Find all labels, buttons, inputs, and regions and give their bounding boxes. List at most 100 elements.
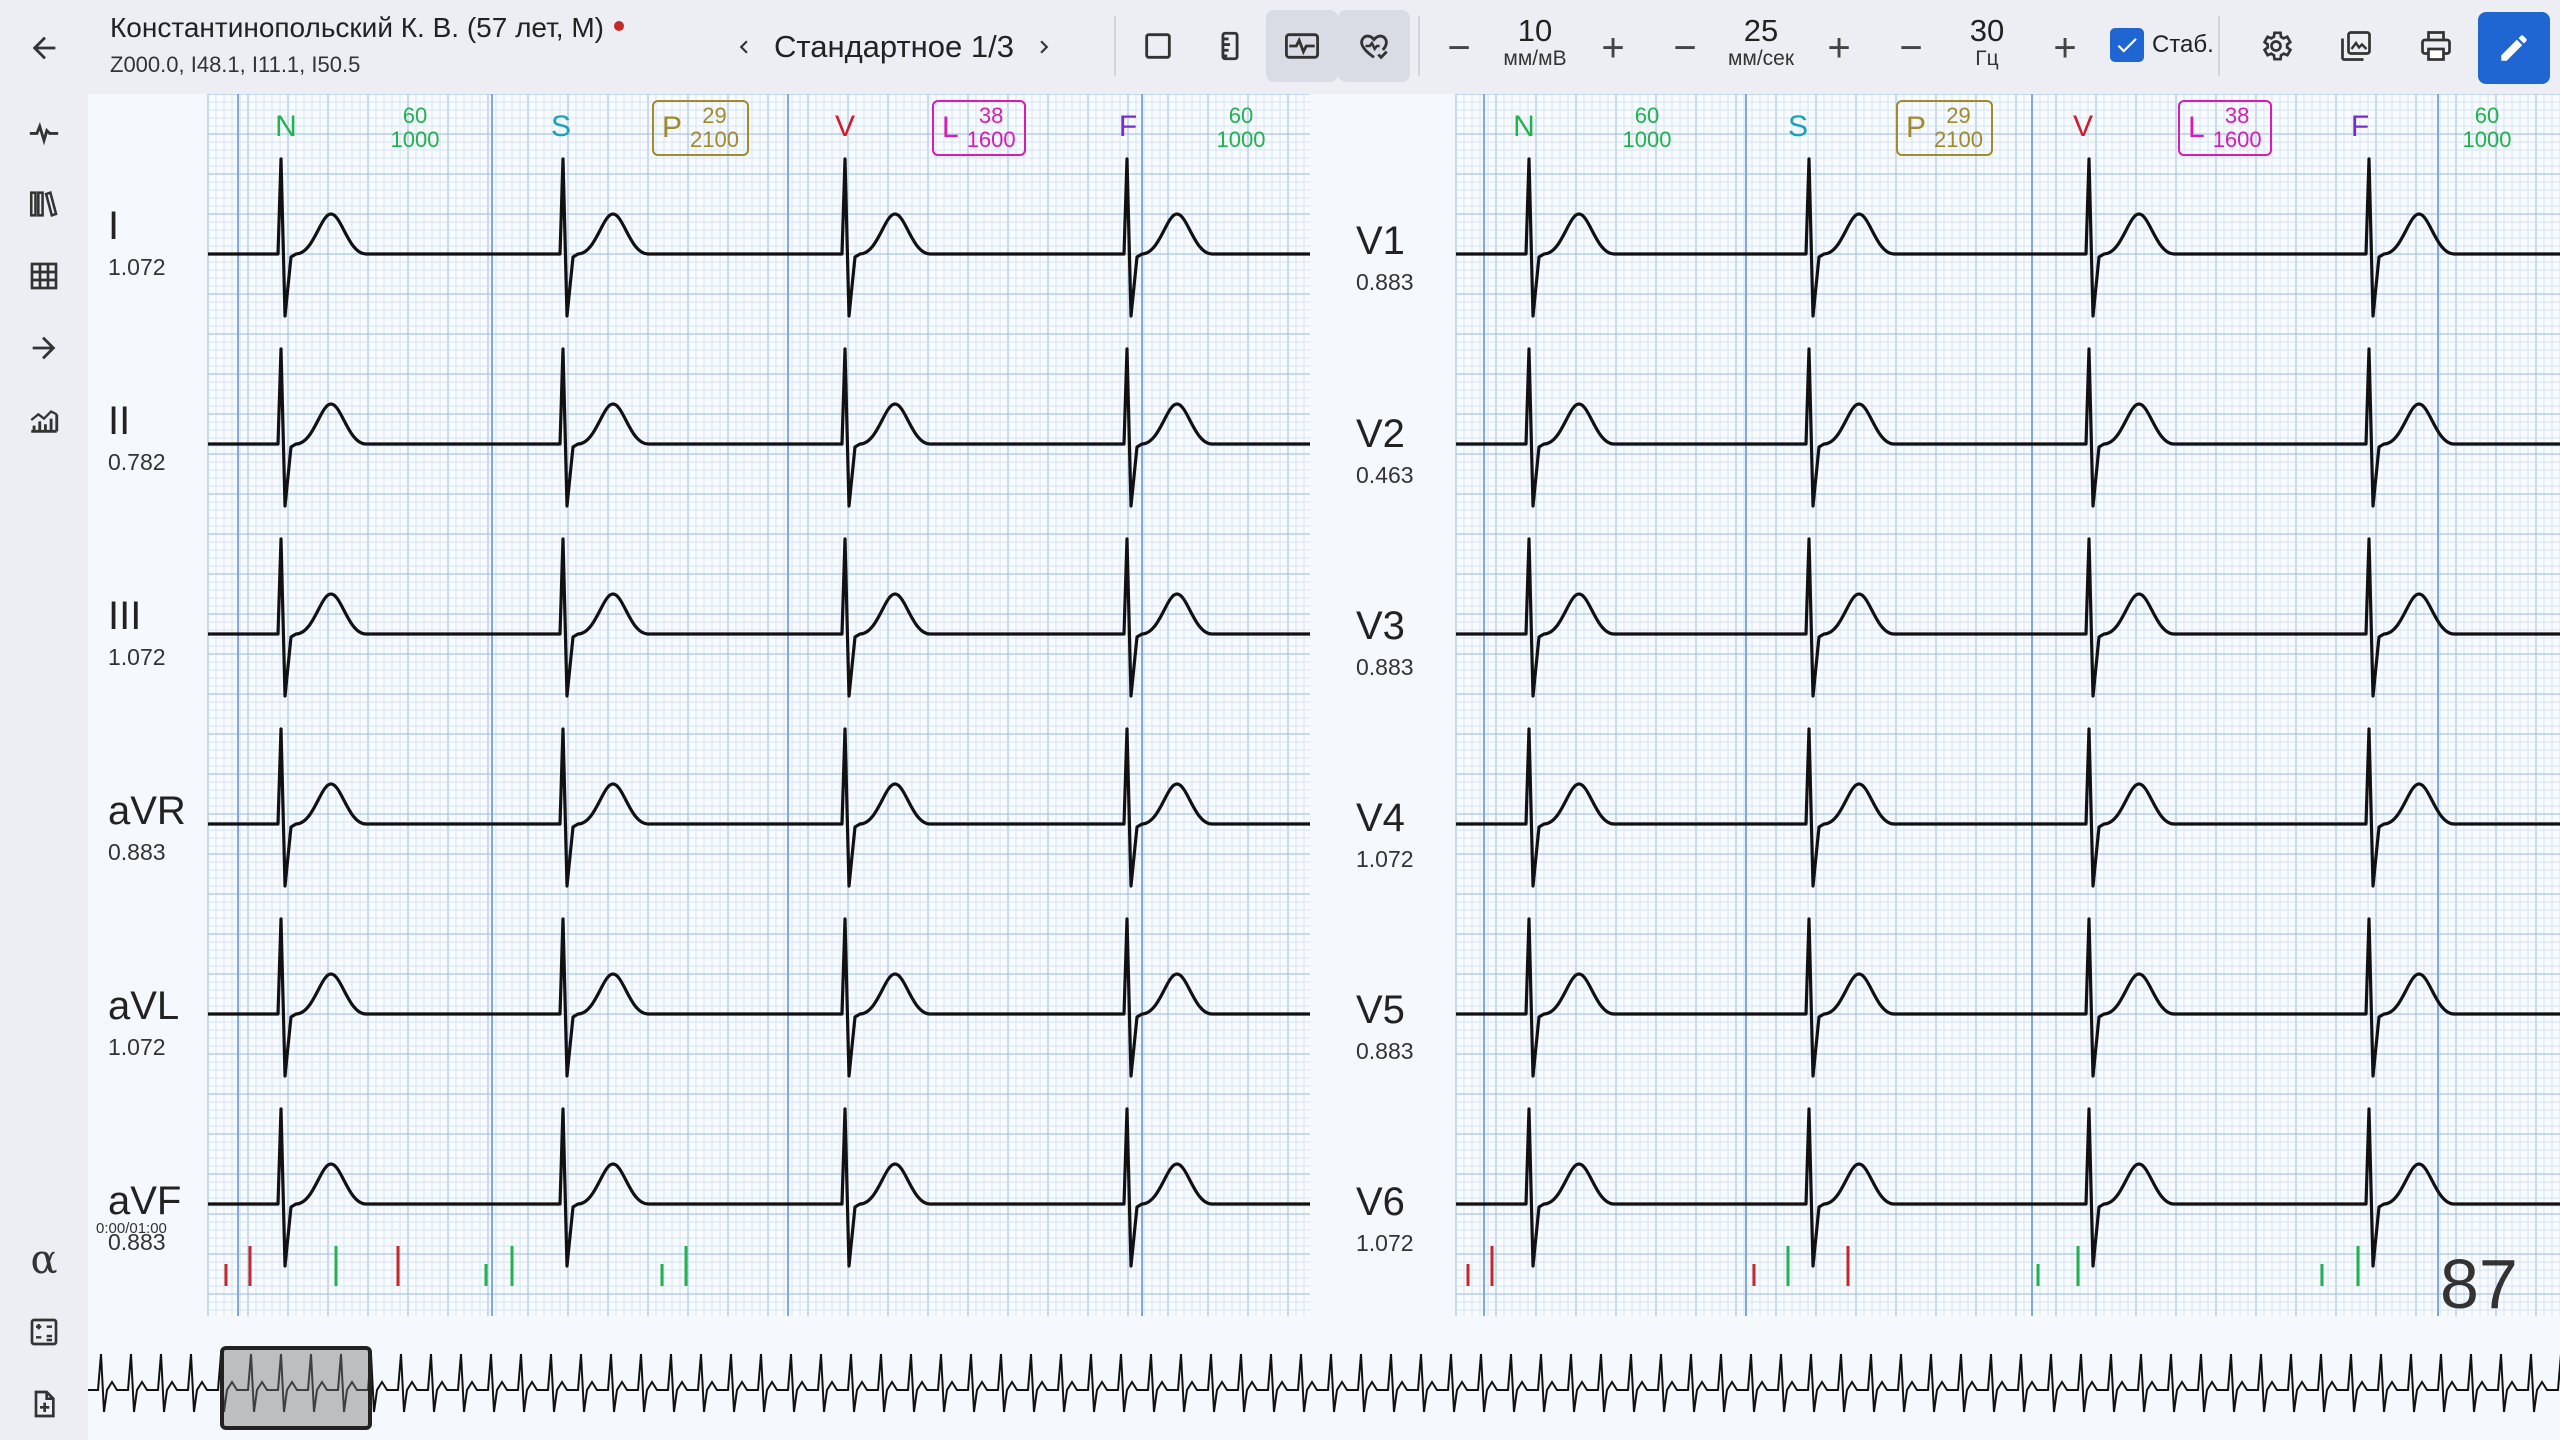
lead-amplitude: 0.782 (108, 449, 166, 475)
lead-label: II (108, 399, 131, 443)
diagnosis-codes: Z000.0, I48.1, I11.1, I50.5 (110, 52, 361, 77)
export-image-button[interactable] (2320, 10, 2392, 82)
grid-table-icon (30, 262, 58, 290)
beat-marker-p[interactable]: P 29 2100 (1896, 100, 1993, 156)
settings-icon (2262, 31, 2293, 61)
ecg-waveform (1456, 537, 2560, 698)
beat-marker-p[interactable]: P 29 2100 (652, 100, 749, 156)
lead-label: III (108, 594, 142, 638)
overview-waveform (88, 1353, 2560, 1413)
ecg-panel-chest-leads[interactable]: V1 0.883 V2 0.463 V3 0.883 V4 1.072 V5 0… (1310, 94, 2560, 1336)
edit-button[interactable] (2478, 12, 2550, 84)
lead-label: V2 (1356, 412, 1405, 456)
lead-amplitude: 0.463 (1356, 462, 1414, 488)
calculator-icon (30, 1318, 58, 1346)
checkbox-checked-icon (2110, 28, 2144, 62)
amplitude-value: 10 мм/мВ (1503, 13, 1567, 70)
ecg-waveform (1456, 727, 2560, 888)
arrow-left-icon (32, 36, 56, 60)
beat-marker-n[interactable]: N (275, 110, 297, 143)
library-icon (29, 191, 58, 217)
lead-label: V1 (1356, 219, 1405, 263)
select-tool-button[interactable] (1122, 10, 1194, 82)
next-mode-button[interactable] (1022, 22, 1066, 72)
sidebar-forward-button[interactable] (14, 318, 74, 378)
heart-rate-value: 87 (2440, 1245, 2518, 1323)
chevron-right-icon (1040, 40, 1049, 54)
lead-amplitude: 1.072 (108, 254, 166, 280)
previous-mode-button[interactable] (722, 22, 766, 72)
beat-marker-v[interactable]: V (2072, 110, 2093, 143)
ecg-waveform (208, 727, 1310, 888)
lead-label: aVL (108, 984, 180, 1028)
time-position: 0:00/01:00 (96, 1220, 167, 1237)
beat-marker-f[interactable]: F (1118, 110, 1138, 143)
amplitude-increase-button[interactable]: + (1601, 25, 1625, 70)
lead-amplitude: 0.883 (1356, 654, 1414, 680)
filter-decrease-button[interactable]: − (1899, 25, 1923, 70)
ruler-icon (1221, 31, 1239, 61)
back-button[interactable] (18, 22, 70, 74)
settings-button[interactable] (2240, 10, 2312, 82)
toolbar: Константинопольский К. В. (57 лет, М) Z0… (0, 0, 2560, 94)
filter-increase-button[interactable]: + (2053, 25, 2077, 70)
patient-name: Константинопольский К. В. (57 лет, М) (110, 12, 605, 43)
mode-label: Стандартное 1/3 (774, 29, 1014, 64)
beat-marker-l[interactable]: L 38 1600 (932, 100, 1026, 156)
lead-amplitude: 0.883 (108, 1229, 166, 1255)
sidebar-pulse-button[interactable] (14, 102, 74, 162)
arrow-right-icon (32, 336, 56, 360)
waveform-view-button[interactable] (1266, 10, 1338, 82)
square-icon (1145, 33, 1171, 59)
ecg-waveform (1456, 347, 2560, 508)
lead-label: I (108, 204, 120, 248)
ecg-panel-limb-leads[interactable]: I 1.072 II 0.782 III 1.072 aVR 0.883 aVL… (88, 94, 1310, 1336)
lead-amplitude: 1.072 (108, 1034, 166, 1060)
stabilization-checkbox[interactable]: Стаб. (2110, 28, 2214, 62)
ecg-waveform (1456, 157, 2560, 318)
ecg-grid-right (1455, 94, 2560, 1316)
toolbar-divider (1418, 16, 1420, 76)
beat-marker-f[interactable]: F (2350, 110, 2370, 143)
toolbar-divider (2218, 16, 2220, 76)
alpha-icon[interactable]: α (30, 1237, 58, 1283)
speed-value: 25 мм/сек (1727, 13, 1795, 70)
ecg-paper (208, 94, 1310, 1316)
mode-switcher: Стандартное 1/3 (722, 22, 1066, 72)
ecg-waveform (208, 537, 1310, 698)
overview-viewport-handle[interactable] (220, 1346, 372, 1430)
sidebar-chart-button[interactable] (14, 390, 74, 450)
sidebar-add-file-button[interactable] (14, 1374, 74, 1434)
speed-increase-button[interactable]: + (1827, 25, 1851, 70)
sidebar-library-button[interactable] (14, 174, 74, 234)
speed-decrease-button[interactable]: − (1673, 25, 1697, 70)
lead-label: V6 (1356, 1180, 1405, 1224)
overview-trace (88, 1353, 2560, 1413)
ecg-waveform (208, 157, 1310, 318)
beat-marker-n[interactable]: N (1513, 110, 1535, 143)
pencil-icon (2501, 35, 2527, 61)
lead-label: V4 (1356, 796, 1405, 840)
ruler-tool-button[interactable] (1194, 10, 1266, 82)
image-export-icon (2341, 31, 2371, 61)
beat-marker-s[interactable]: S (1787, 110, 1808, 143)
lead-amplitude: 1.072 (108, 644, 166, 670)
heart-check-button[interactable] (1338, 10, 1410, 82)
print-icon (2421, 31, 2451, 61)
patient-info: Константинопольский К. В. (57 лет, М) Z0… (110, 12, 625, 78)
ecg-grid-left (207, 94, 1310, 1316)
chart-icon (30, 410, 59, 433)
lead-label: aVR (108, 789, 186, 833)
lead-label: V5 (1356, 988, 1405, 1032)
sidebar-calculator-button[interactable] (14, 1302, 74, 1362)
beat-marker-l[interactable]: L 38 1600 (2178, 100, 2272, 156)
rhythm-overview-strip[interactable] (88, 1336, 2560, 1440)
beat-marker-v[interactable]: V (834, 110, 855, 143)
lead-amplitude: 1.072 (1356, 1230, 1414, 1256)
toolbar-divider (1114, 16, 1116, 76)
amplitude-decrease-button[interactable]: − (1447, 25, 1471, 70)
print-button[interactable] (2400, 10, 2472, 82)
beat-marker-s[interactable]: S (550, 110, 571, 143)
sidebar-table-button[interactable] (14, 246, 74, 306)
